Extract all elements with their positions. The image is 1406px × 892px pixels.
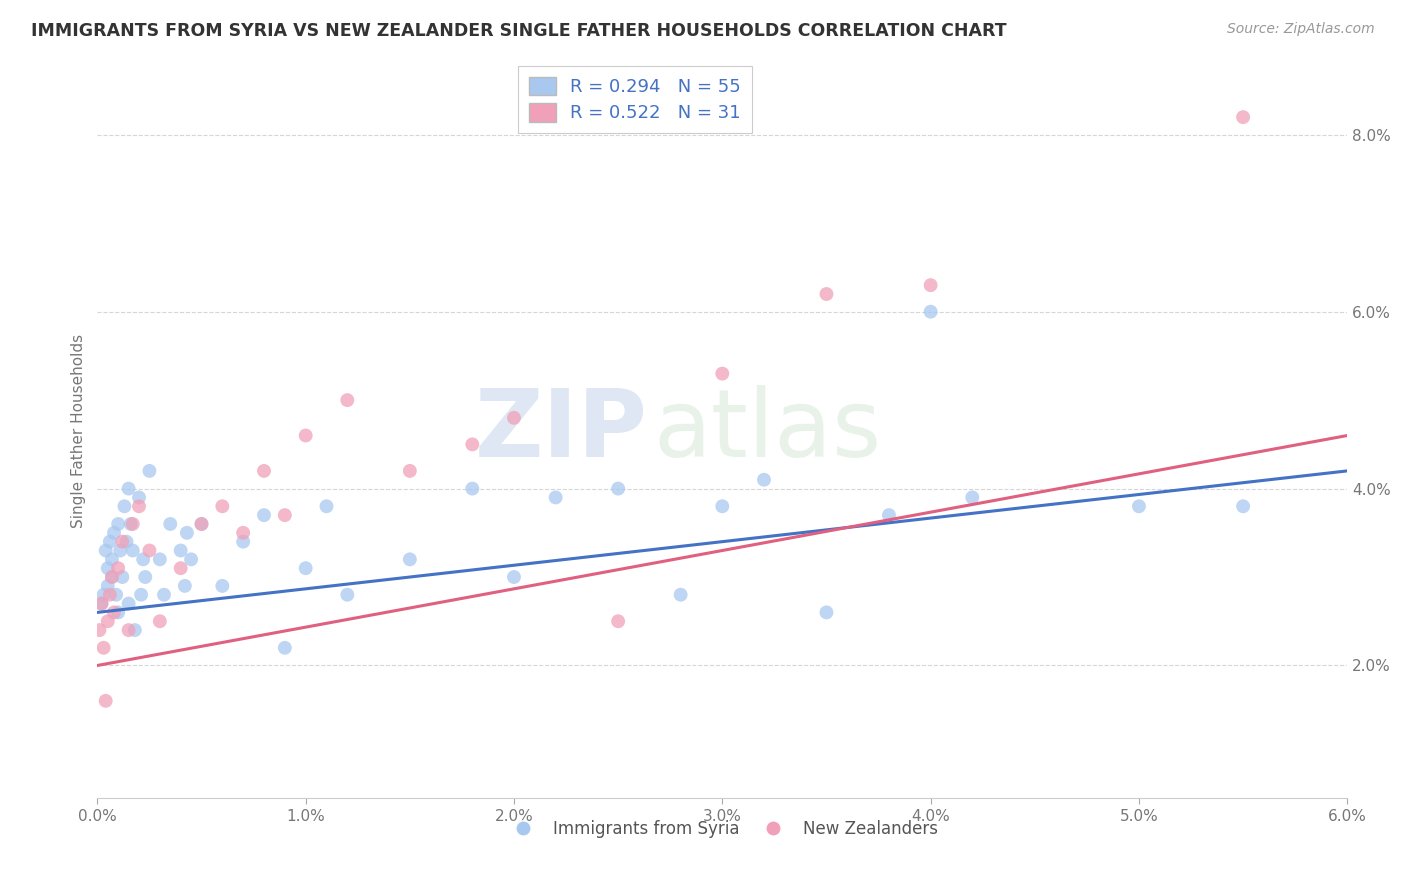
Point bbox=[129, 588, 152, 602]
Y-axis label: Single Father Households: Single Father Households bbox=[72, 334, 86, 528]
Point bbox=[97, 614, 120, 628]
Point bbox=[138, 464, 160, 478]
Point bbox=[1232, 110, 1254, 124]
Point bbox=[294, 428, 316, 442]
Point bbox=[115, 534, 138, 549]
Point bbox=[98, 534, 121, 549]
Point bbox=[180, 552, 202, 566]
Point bbox=[315, 500, 337, 514]
Point bbox=[101, 570, 124, 584]
Point bbox=[124, 623, 146, 637]
Point bbox=[111, 570, 134, 584]
Point bbox=[117, 482, 139, 496]
Point bbox=[103, 606, 125, 620]
Point bbox=[1232, 500, 1254, 514]
Point bbox=[107, 516, 129, 531]
Point bbox=[101, 570, 124, 584]
Point bbox=[103, 525, 125, 540]
Point bbox=[211, 579, 233, 593]
Point bbox=[920, 304, 942, 318]
Point bbox=[253, 508, 276, 522]
Point bbox=[97, 561, 120, 575]
Point bbox=[170, 561, 193, 575]
Point bbox=[711, 500, 734, 514]
Point bbox=[607, 482, 630, 496]
Text: atlas: atlas bbox=[654, 385, 882, 477]
Text: Source: ZipAtlas.com: Source: ZipAtlas.com bbox=[1227, 22, 1375, 37]
Point bbox=[232, 534, 254, 549]
Point bbox=[93, 640, 115, 655]
Point bbox=[607, 614, 630, 628]
Point bbox=[336, 393, 359, 408]
Point bbox=[211, 500, 233, 514]
Point bbox=[190, 516, 212, 531]
Point bbox=[149, 614, 172, 628]
Point bbox=[503, 410, 526, 425]
Point bbox=[132, 552, 155, 566]
Point bbox=[190, 516, 212, 531]
Point bbox=[1128, 500, 1150, 514]
Point bbox=[117, 623, 139, 637]
Legend: Immigrants from Syria, New Zealanders: Immigrants from Syria, New Zealanders bbox=[501, 814, 945, 845]
Point bbox=[105, 588, 128, 602]
Point bbox=[274, 508, 297, 522]
Point bbox=[107, 606, 129, 620]
Point bbox=[121, 516, 143, 531]
Point bbox=[669, 588, 692, 602]
Point bbox=[98, 588, 121, 602]
Point bbox=[110, 543, 132, 558]
Point bbox=[274, 640, 297, 655]
Point bbox=[111, 534, 134, 549]
Point bbox=[503, 570, 526, 584]
Point bbox=[121, 543, 143, 558]
Text: IMMIGRANTS FROM SYRIA VS NEW ZEALANDER SINGLE FATHER HOUSEHOLDS CORRELATION CHAR: IMMIGRANTS FROM SYRIA VS NEW ZEALANDER S… bbox=[31, 22, 1007, 40]
Point bbox=[114, 500, 136, 514]
Point bbox=[101, 552, 124, 566]
Point bbox=[173, 579, 195, 593]
Point bbox=[461, 482, 484, 496]
Point bbox=[711, 367, 734, 381]
Point bbox=[107, 561, 129, 575]
Point bbox=[752, 473, 775, 487]
Point bbox=[89, 623, 111, 637]
Point bbox=[117, 597, 139, 611]
Point bbox=[294, 561, 316, 575]
Point bbox=[138, 543, 160, 558]
Point bbox=[544, 491, 567, 505]
Point bbox=[815, 606, 838, 620]
Point bbox=[461, 437, 484, 451]
Point bbox=[815, 287, 838, 301]
Point bbox=[336, 588, 359, 602]
Point bbox=[94, 694, 117, 708]
Point bbox=[128, 500, 150, 514]
Point bbox=[253, 464, 276, 478]
Point bbox=[398, 552, 420, 566]
Point bbox=[920, 278, 942, 293]
Point bbox=[128, 491, 150, 505]
Point bbox=[877, 508, 900, 522]
Point bbox=[120, 516, 142, 531]
Point bbox=[153, 588, 176, 602]
Point bbox=[962, 491, 984, 505]
Point bbox=[93, 588, 115, 602]
Point bbox=[176, 525, 198, 540]
Point bbox=[232, 525, 254, 540]
Point bbox=[170, 543, 193, 558]
Point bbox=[97, 579, 120, 593]
Point bbox=[149, 552, 172, 566]
Point bbox=[90, 597, 112, 611]
Point bbox=[94, 543, 117, 558]
Point bbox=[90, 597, 112, 611]
Text: ZIP: ZIP bbox=[474, 385, 647, 477]
Point bbox=[134, 570, 156, 584]
Point bbox=[159, 516, 181, 531]
Point bbox=[398, 464, 420, 478]
